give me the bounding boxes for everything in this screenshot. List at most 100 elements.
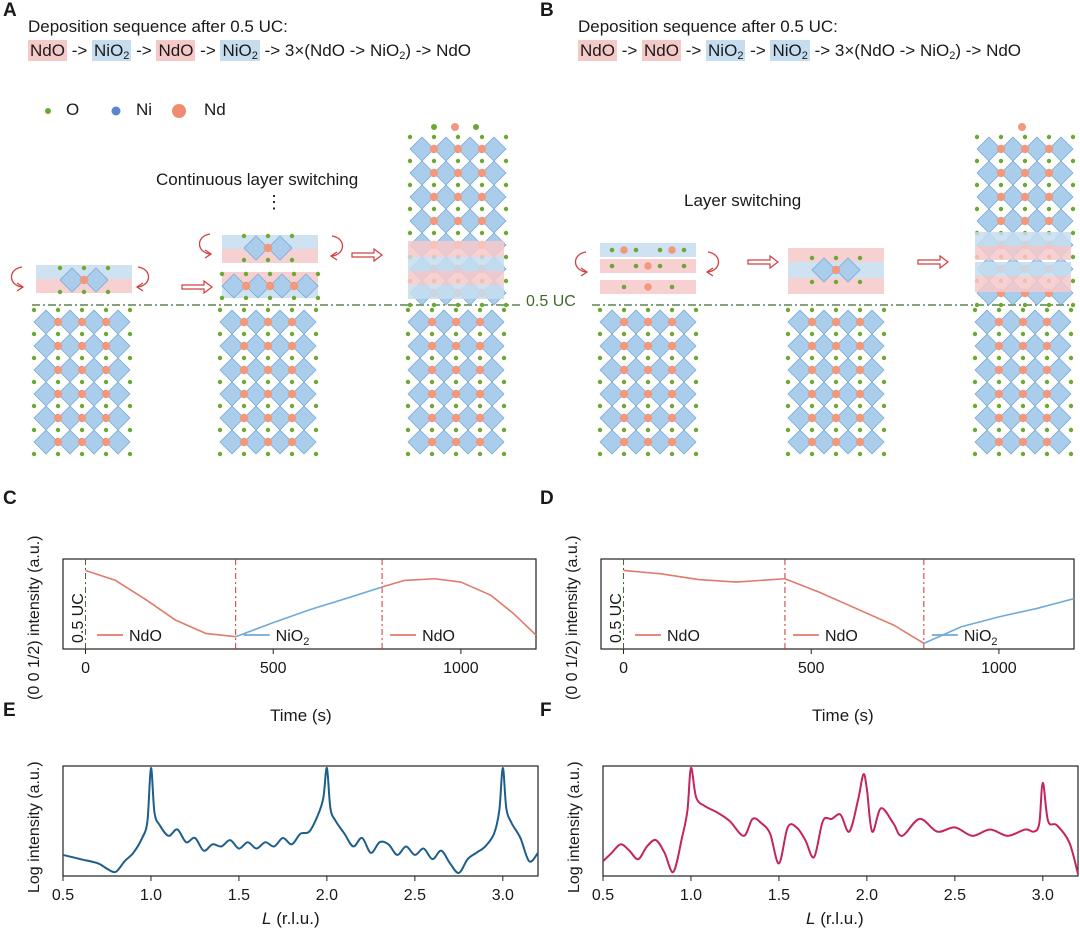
o-atom [503, 134, 509, 140]
o-atom [127, 427, 133, 433]
o-atom [881, 379, 887, 385]
xrd-curve [62, 766, 539, 874]
nd-atom [101, 413, 111, 423]
nd-atom [475, 365, 485, 375]
o-atom [289, 427, 295, 433]
o-atom [609, 263, 615, 269]
o-atom [429, 427, 435, 433]
nio6-octahedron [455, 429, 481, 455]
o-atom [1046, 302, 1052, 308]
legend-text: NdO [667, 628, 700, 645]
o-atom [669, 331, 675, 337]
o-atom [313, 331, 319, 337]
o-atom [857, 279, 863, 285]
o-atom [1020, 307, 1026, 313]
panel-label-d: D [540, 488, 554, 509]
nd-atom [855, 437, 865, 447]
o-atom [833, 255, 839, 261]
nd-atom [429, 216, 439, 226]
nio6-octahedron [599, 429, 625, 455]
nd-atom [427, 365, 437, 375]
o-atom [455, 134, 461, 140]
nd-atom [451, 365, 461, 375]
nd-atom [807, 437, 817, 447]
x-tick-label: 1.0 [140, 887, 162, 904]
o-atom [265, 379, 271, 385]
o-atom [857, 307, 863, 313]
o-atom [477, 427, 483, 433]
o-atom [241, 451, 247, 457]
nd-atom [996, 144, 1006, 154]
o-atom [693, 307, 699, 313]
o-atom [455, 302, 461, 308]
o-atom [241, 355, 247, 361]
nd-atom [994, 317, 1004, 327]
x-tick-label: 0 [619, 660, 628, 677]
o-atom [291, 271, 297, 277]
nd-atom [620, 246, 628, 254]
o-atom [1044, 355, 1050, 361]
o-atom [453, 331, 459, 337]
o-atom [479, 134, 485, 140]
o-atom [31, 379, 37, 385]
o-atom [597, 331, 603, 337]
o-atom [405, 331, 411, 337]
o-atom [455, 158, 461, 164]
o-atom [972, 427, 978, 433]
o-atom [241, 427, 247, 433]
nd-atom [831, 389, 841, 399]
o-atom [289, 403, 295, 409]
perovskite-block [31, 307, 133, 457]
o-atom [669, 284, 675, 290]
nio6-octahedron [407, 429, 433, 455]
o-atom [1046, 158, 1052, 164]
nd-atom [263, 341, 273, 351]
o-atom [881, 355, 887, 361]
o-atom [809, 331, 815, 337]
nd-atom [77, 413, 87, 423]
sequence-title-a: Deposition sequence after 0.5 UC: [28, 17, 288, 36]
nd-atom [994, 437, 1004, 447]
panel-label-a: A [3, 0, 17, 21]
o-atom [645, 331, 651, 337]
o-atom [289, 307, 295, 313]
nio2-layer [600, 243, 696, 257]
o-atom [857, 331, 863, 337]
o-atom [833, 379, 839, 385]
nd-atom [53, 389, 63, 399]
nd-atom [644, 283, 652, 291]
o-atom [405, 403, 411, 409]
o-atom [645, 355, 651, 361]
sequence-separator: -> [680, 41, 707, 60]
o-atom [479, 182, 485, 188]
o-atom [809, 403, 815, 409]
o-atom [833, 427, 839, 433]
o-atom [241, 331, 247, 337]
o-atom [621, 307, 627, 313]
arrow-head [580, 267, 589, 277]
legend-text: NiO2 [276, 628, 310, 648]
o-atom [621, 451, 627, 457]
nd-atom [831, 317, 841, 327]
nd-atom [475, 317, 485, 327]
o-atom [645, 379, 651, 385]
nd-atom [477, 192, 487, 202]
nd-atom [53, 317, 63, 327]
nio6-octahedron [1046, 429, 1072, 455]
ylabel-d: (0 0 1/2) intensity (a.u.) [564, 535, 581, 700]
subscript: 2 [991, 636, 997, 648]
o-atom [1068, 403, 1074, 409]
o-atom [289, 233, 295, 239]
o-atom [621, 379, 627, 385]
layer-token-nio2: NiO2 [706, 40, 746, 62]
nd-atom [855, 389, 865, 399]
o-atom [79, 355, 85, 361]
o-atom [645, 451, 651, 457]
o-atom [265, 451, 271, 457]
o-atom [996, 427, 1002, 433]
nd-atom [453, 216, 463, 226]
o-atom [998, 182, 1004, 188]
perovskite-block [241, 233, 295, 263]
x-tick-label: 3.0 [492, 887, 514, 904]
rotate-arrow-icon [331, 235, 344, 257]
